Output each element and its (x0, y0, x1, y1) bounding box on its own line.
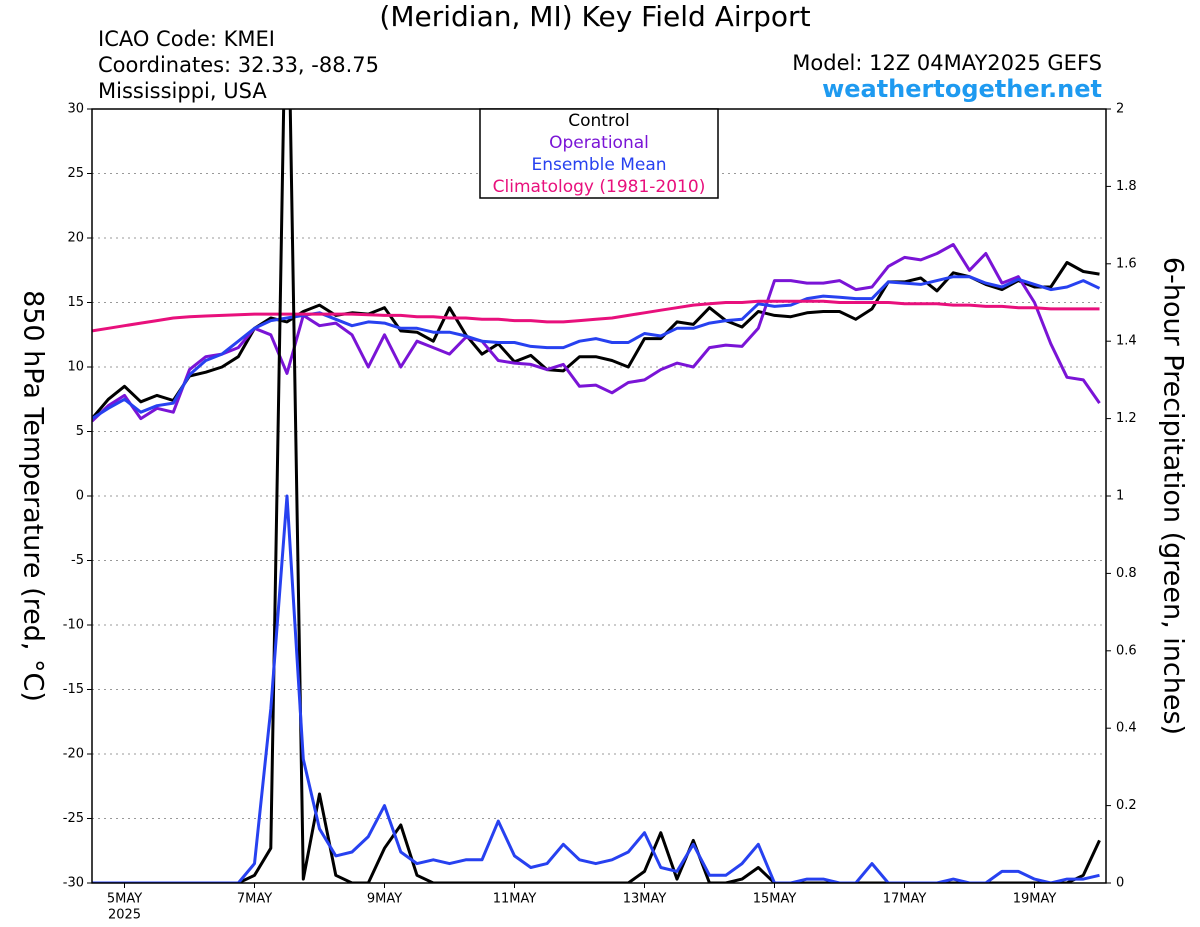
info-line: ICAO Code: KMEI (98, 27, 275, 51)
y2-tick-label: 1.8 (1116, 179, 1137, 194)
x-tick-label: 17MAY (883, 892, 927, 907)
x-tick-label: 15MAY (753, 892, 797, 907)
y2-tick-label: 0.4 (1116, 721, 1137, 736)
plot-frame (91, 108, 1107, 884)
x-tick-label: 5MAY (107, 892, 142, 907)
legend-entry: Ensemble Mean (531, 155, 666, 175)
temperature-line (92, 275, 1101, 420)
y-tick-label: 10 (67, 360, 84, 375)
y2-tick-label: 1.2 (1116, 411, 1137, 426)
y-tick-label: -5 (71, 553, 84, 568)
y2-tick-label: 2 (1116, 102, 1124, 117)
precip-line (92, 109, 1101, 883)
y-tick-label: -15 (63, 682, 84, 697)
info-line: Coordinates: 32.33, -88.75 (98, 53, 379, 77)
x-tick-label: 7MAY (237, 892, 272, 907)
temperature-line (92, 243, 1101, 423)
y2-tick-label: 0.2 (1116, 798, 1137, 813)
y-tick-label: -25 (63, 811, 84, 826)
y2-tick-label: 0 (1116, 876, 1124, 891)
y2-tick-label: 1 (1116, 489, 1124, 504)
source-label: weathertogether.net (822, 75, 1102, 103)
y-tick-label: -30 (63, 876, 84, 891)
y-tick-label: 25 (67, 166, 84, 181)
legend-entry: Operational (549, 133, 649, 153)
x-tick-sublabel: 2025 (108, 908, 141, 923)
y2-tick-label: 0.6 (1116, 643, 1137, 658)
y2-tick-label: 1.4 (1116, 334, 1137, 349)
x-tick-label: 13MAY (623, 892, 667, 907)
y2-tick-label: 1.6 (1116, 256, 1137, 271)
y-tick-label: 15 (67, 295, 84, 310)
legend-entry: Climatology (1981-2010) (493, 177, 706, 197)
temperature-line (92, 299, 1100, 333)
y2-axis-label: 6-hour Precipitation (green, inches) (1158, 257, 1189, 735)
model-label: Model: 12Z 04MAY2025 GEFS (792, 51, 1102, 75)
legend-entry: Control (568, 111, 629, 131)
y2-tick-label: 0.8 (1116, 566, 1137, 581)
y-tick-label: 30 (67, 102, 84, 117)
y-tick-label: -20 (63, 747, 84, 762)
y-tick-label: 5 (76, 424, 84, 439)
x-tick-label: 19MAY (1013, 892, 1057, 907)
info-line: Mississippi, USA (98, 79, 267, 103)
y-tick-label: 0 (76, 489, 84, 504)
y-tick-label: -10 (63, 618, 84, 633)
legend-box (479, 108, 719, 199)
y-tick-label: 20 (67, 231, 84, 246)
chart-title: (Meridian, MI) Key Field Airport (379, 0, 810, 33)
x-tick-label: 11MAY (493, 892, 537, 907)
x-tick-label: 9MAY (367, 892, 402, 907)
precip-line (92, 494, 1100, 883)
y-axis-label: 850 hPa Temperature (red, °C) (18, 290, 49, 702)
